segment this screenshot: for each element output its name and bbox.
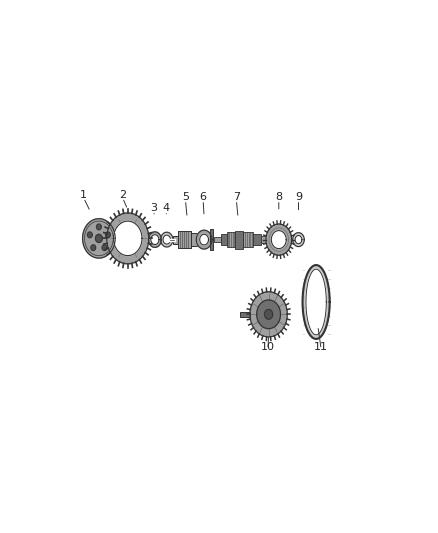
Text: 9: 9	[295, 192, 302, 203]
FancyBboxPatch shape	[191, 233, 197, 246]
Polygon shape	[83, 219, 115, 258]
FancyBboxPatch shape	[221, 234, 227, 245]
Polygon shape	[106, 232, 110, 238]
FancyBboxPatch shape	[214, 237, 221, 243]
FancyBboxPatch shape	[178, 231, 191, 248]
Polygon shape	[91, 245, 95, 251]
FancyBboxPatch shape	[253, 234, 261, 245]
Polygon shape	[266, 224, 292, 255]
Polygon shape	[265, 309, 273, 319]
Polygon shape	[293, 232, 304, 247]
Polygon shape	[196, 230, 212, 249]
Text: 8: 8	[275, 192, 283, 203]
Polygon shape	[257, 300, 280, 329]
Polygon shape	[88, 232, 92, 238]
Text: 4: 4	[162, 204, 170, 213]
Polygon shape	[96, 224, 101, 230]
Text: 11: 11	[314, 342, 328, 352]
Text: 6: 6	[200, 192, 207, 203]
Polygon shape	[148, 232, 161, 247]
FancyBboxPatch shape	[173, 236, 178, 244]
Text: 5: 5	[182, 192, 189, 203]
Text: 2: 2	[119, 190, 126, 200]
Polygon shape	[250, 292, 287, 337]
Polygon shape	[306, 269, 326, 335]
Polygon shape	[161, 232, 173, 247]
Polygon shape	[271, 231, 286, 248]
Text: 7: 7	[233, 192, 240, 203]
FancyBboxPatch shape	[227, 232, 235, 247]
FancyBboxPatch shape	[243, 232, 253, 247]
Polygon shape	[95, 235, 102, 243]
FancyBboxPatch shape	[240, 312, 250, 317]
FancyBboxPatch shape	[261, 236, 270, 243]
FancyBboxPatch shape	[235, 231, 243, 248]
Polygon shape	[303, 265, 330, 339]
FancyBboxPatch shape	[197, 236, 201, 243]
Text: 10: 10	[261, 342, 275, 352]
Polygon shape	[107, 213, 149, 264]
Polygon shape	[163, 235, 170, 244]
FancyBboxPatch shape	[209, 229, 213, 251]
Polygon shape	[200, 235, 208, 245]
Polygon shape	[295, 236, 302, 244]
Polygon shape	[113, 221, 142, 256]
Polygon shape	[102, 245, 107, 251]
Text: 1: 1	[80, 190, 87, 200]
Polygon shape	[151, 235, 159, 245]
Text: 3: 3	[150, 204, 157, 213]
